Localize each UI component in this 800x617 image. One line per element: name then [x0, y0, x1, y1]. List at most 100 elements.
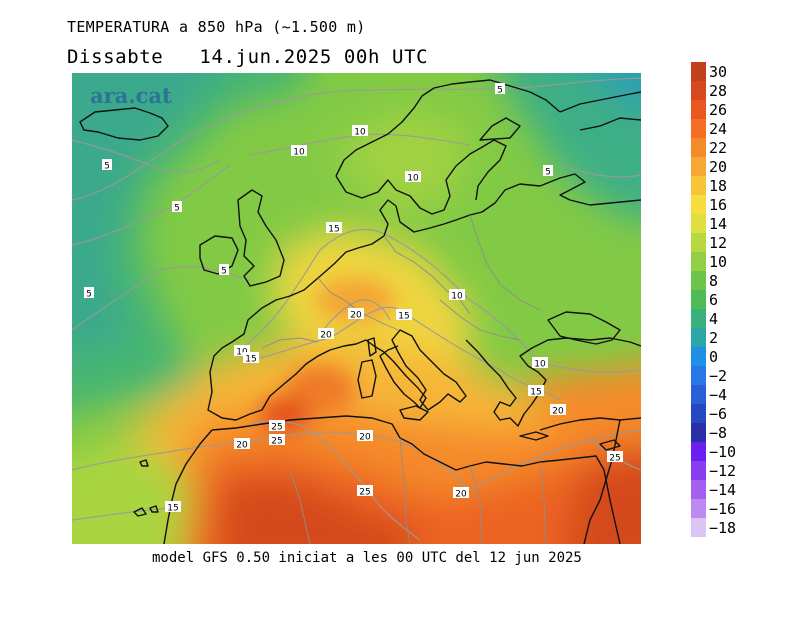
contour-label: 5 — [219, 264, 229, 277]
svg-text:5: 5 — [174, 204, 180, 214]
svg-text:20: 20 — [552, 407, 564, 417]
contour-label: 10 — [234, 345, 250, 358]
svg-text:10: 10 — [534, 360, 546, 370]
svg-text:5: 5 — [545, 168, 551, 178]
contour-label: 25 — [269, 420, 285, 433]
contour-label: 15 — [165, 501, 181, 514]
svg-text:5: 5 — [497, 86, 503, 96]
contour-label: 5 — [84, 287, 94, 300]
map-title: TEMPERATURA a 850 hPa (~1.500 m) — [67, 18, 366, 36]
colorbar-label: 6 — [709, 291, 719, 309]
svg-text:10: 10 — [354, 128, 366, 138]
colorbar-label: 28 — [709, 82, 728, 100]
colorbar-label: 18 — [709, 177, 728, 195]
colorbar-swatch — [691, 81, 706, 100]
svg-text:25: 25 — [609, 454, 620, 464]
svg-text:5: 5 — [221, 267, 227, 277]
contour-label: 20 — [318, 328, 334, 341]
svg-text:5: 5 — [86, 290, 92, 300]
colorbar-label: 26 — [709, 101, 728, 119]
colorbar-swatch — [691, 252, 706, 271]
temperature-map: 5 10 10 5 10 5 5 15 5 5 10 20 15 20 10 15 10 15 20 25 20 25 20… — [72, 73, 641, 544]
svg-text:15: 15 — [245, 355, 256, 365]
colorbar-swatch — [691, 385, 706, 404]
temperature-colorbar — [691, 62, 706, 537]
colorbar-label: 30 — [709, 63, 728, 81]
svg-text:20: 20 — [359, 433, 371, 443]
colorbar-label: 0 — [709, 348, 719, 366]
svg-text:15: 15 — [398, 312, 409, 322]
svg-text:25: 25 — [359, 488, 370, 498]
colorbar-swatch — [691, 214, 706, 233]
svg-text:10: 10 — [236, 348, 248, 358]
svg-text:10: 10 — [293, 148, 305, 158]
colorbar-swatch — [691, 119, 706, 138]
contour-label: 20 — [550, 404, 566, 417]
svg-text:10: 10 — [407, 174, 419, 184]
contour-label: 10 — [449, 289, 465, 302]
svg-text:20: 20 — [455, 490, 467, 500]
ara-cat-logo: ara.cat — [90, 83, 172, 108]
colorbar-label: 20 — [709, 158, 728, 176]
colorbar-label: 14 — [709, 215, 728, 233]
country-borders — [261, 214, 547, 544]
contour-label: 20 — [357, 430, 373, 443]
colorbar-swatch — [691, 499, 706, 518]
svg-text:25: 25 — [271, 437, 282, 447]
contour-label: 25 — [607, 451, 623, 464]
contour-label: 10 — [291, 145, 307, 158]
colorbar-swatch — [691, 233, 706, 252]
colorbar-swatch — [691, 404, 706, 423]
colorbar-swatch — [691, 480, 706, 499]
contour-label: 20 — [453, 487, 469, 500]
colorbar-label: −16 — [709, 500, 737, 518]
contour-label: 5 — [543, 165, 553, 178]
colorbar-label: −8 — [709, 424, 728, 442]
colorbar-swatch — [691, 271, 706, 290]
contour-label: 15 — [396, 309, 412, 322]
colorbar-label: −12 — [709, 462, 737, 480]
colorbar-label: −18 — [709, 519, 737, 537]
colorbar-label: −10 — [709, 443, 737, 461]
temperature-field — [72, 73, 641, 544]
colorbar-swatch — [691, 138, 706, 157]
contour-label: 25 — [269, 434, 285, 447]
colorbar-label: 10 — [709, 253, 728, 271]
contour-label: 5 — [102, 159, 112, 172]
svg-text:5: 5 — [104, 162, 110, 172]
contour-label: 10 — [532, 357, 548, 370]
colorbar-swatch — [691, 518, 706, 537]
svg-text:20: 20 — [320, 331, 332, 341]
colorbar-label: −14 — [709, 481, 737, 499]
colorbar-swatch — [691, 62, 706, 81]
colorbar-swatch — [691, 366, 706, 385]
colorbar-label: 12 — [709, 234, 728, 252]
svg-text:20: 20 — [350, 311, 362, 321]
contour-label: 5 — [495, 83, 505, 96]
svg-text:15: 15 — [328, 225, 339, 235]
coastlines — [79, 79, 641, 544]
colorbar-label: 16 — [709, 196, 728, 214]
colorbar-label: 8 — [709, 272, 719, 290]
contour-label: 5 — [172, 201, 182, 214]
colorbar-swatch — [691, 309, 706, 328]
svg-text:15: 15 — [530, 388, 541, 398]
contour-label: 20 — [348, 308, 364, 321]
colorbar-swatch — [691, 157, 706, 176]
colorbar-swatch — [691, 100, 706, 119]
colorbar-label: 22 — [709, 139, 728, 157]
colorbar-label: −6 — [709, 405, 728, 423]
contour-label: 15 — [326, 222, 342, 235]
colorbar-swatch — [691, 290, 706, 309]
colorbar-swatch — [691, 423, 706, 442]
colorbar-label: 2 — [709, 329, 719, 347]
contour-label: 10 — [405, 171, 421, 184]
contour-label: 25 — [357, 485, 373, 498]
colorbar-swatch — [691, 461, 706, 480]
colorbar-label: −4 — [709, 386, 728, 404]
colorbar-swatch — [691, 195, 706, 214]
colorbar-swatch — [691, 347, 706, 366]
model-run-caption: model GFS 0.50 iniciat a les 00 UTC del … — [152, 550, 582, 566]
